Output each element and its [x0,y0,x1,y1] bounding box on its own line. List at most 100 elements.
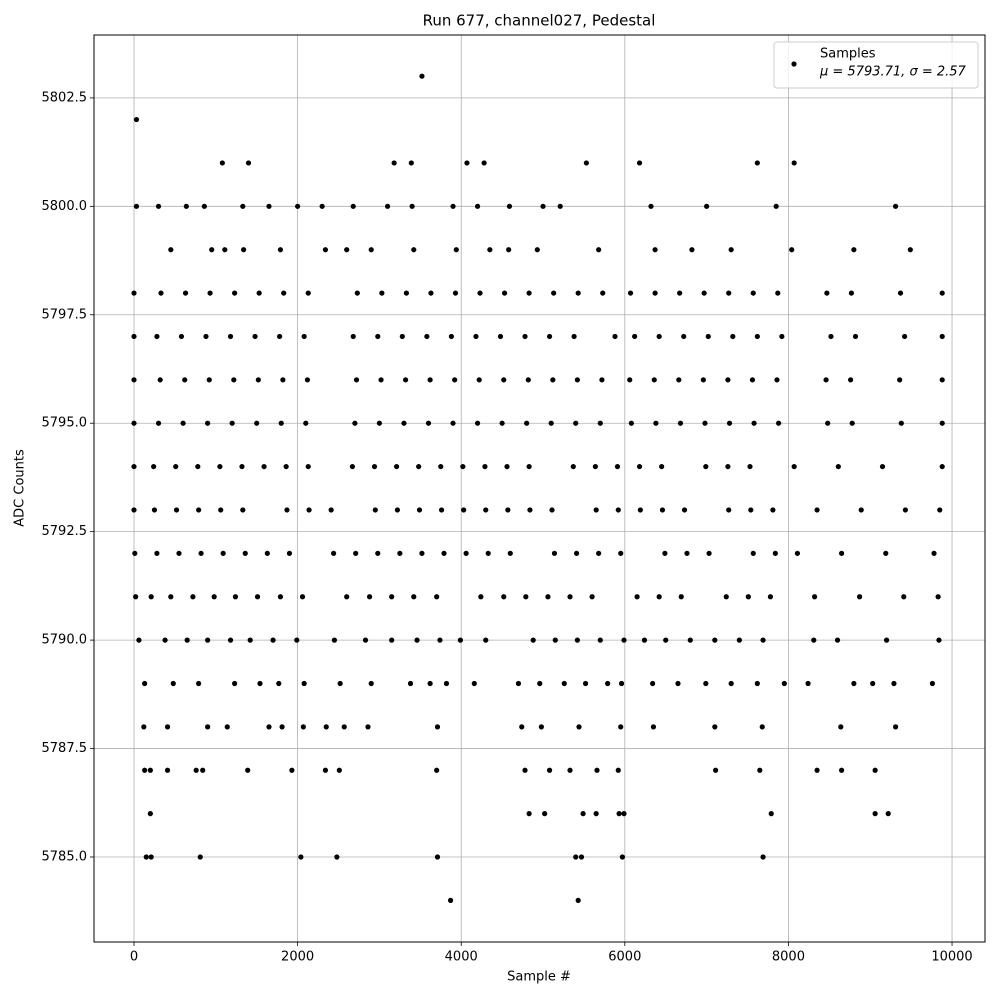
data-point [286,550,293,556]
data-point [375,333,381,340]
data-point [448,333,454,340]
data-point [224,724,230,730]
data-point [781,680,787,687]
data-point [411,247,417,253]
data-point [838,724,844,730]
data-point [571,333,577,340]
data-point [217,463,223,470]
data-point [389,594,395,600]
data-point [745,594,751,600]
data-point [768,811,774,817]
data-point [240,507,246,513]
data-point [552,637,558,643]
data-point [205,420,211,426]
data-point [656,333,662,340]
data-point [211,594,217,600]
data-point [632,333,638,340]
data-point [255,377,261,383]
data-point [354,290,360,296]
data-point [350,333,356,340]
data-point [847,377,854,383]
data-point [434,767,440,773]
data-point [505,507,511,513]
data-point [573,420,579,426]
data-point [726,420,733,426]
data-point [939,290,945,296]
data-point [151,507,158,513]
data-point [378,377,384,383]
data-point [675,680,681,687]
data-point [879,463,886,470]
data-point [155,420,162,426]
y-tick-label: 5802.5 [42,90,88,105]
data-point [143,854,149,860]
x-tick-label: 6000 [608,950,641,965]
data-point [270,637,276,643]
data-point [434,594,440,600]
data-point [750,290,756,296]
data-point [527,507,533,513]
data-point [834,637,841,643]
data-point [549,507,555,513]
data-point [757,767,763,773]
data-point [570,463,576,470]
data-point [409,203,415,209]
data-point [767,594,774,600]
data-point [481,160,487,166]
y-tick-label: 5795.0 [42,416,88,431]
data-point [838,550,845,556]
data-point [770,507,776,513]
data-point [599,377,605,383]
data-point [264,550,270,556]
data-point [245,767,251,773]
data-point [428,290,434,296]
data-point [201,203,207,209]
data-point [614,463,621,470]
data-point [344,594,350,600]
data-point [872,811,878,817]
data-point [583,160,589,166]
data-point [131,290,137,296]
data-point [852,333,859,340]
data-point [524,420,530,426]
data-point [677,290,683,296]
data-point [474,203,481,209]
data-point [483,637,489,643]
data-point [885,811,891,817]
data-point [452,377,458,383]
data-point [131,463,137,470]
data-point [760,854,766,860]
data-point [301,680,307,687]
data-point [280,377,286,383]
data-point [322,247,329,253]
data-point [575,290,581,296]
data-point [482,463,488,470]
data-point [147,811,153,817]
data-point [507,550,513,556]
data-point [689,247,695,253]
data-point [414,637,420,643]
data-point [300,724,306,730]
data-point [476,377,482,383]
data-point [336,767,342,773]
data-point [441,550,447,556]
data-point [794,550,801,556]
x-tick-label: 0 [130,950,138,965]
data-point [142,767,148,773]
data-point [207,290,213,296]
data-point [352,420,358,426]
data-point [227,637,234,643]
data-point [408,160,414,166]
data-point [872,767,878,773]
y-tick-label: 5790.0 [42,633,88,648]
data-point [239,463,245,470]
data-point [478,594,484,600]
legend-stats: μ = 5793.71, σ = 2.57 [819,65,967,80]
data-point [936,637,942,643]
data-point [637,507,643,513]
data-point [337,680,343,687]
data-point [825,420,831,426]
data-point [284,507,290,513]
data-point [596,247,602,253]
data-point [437,637,443,643]
